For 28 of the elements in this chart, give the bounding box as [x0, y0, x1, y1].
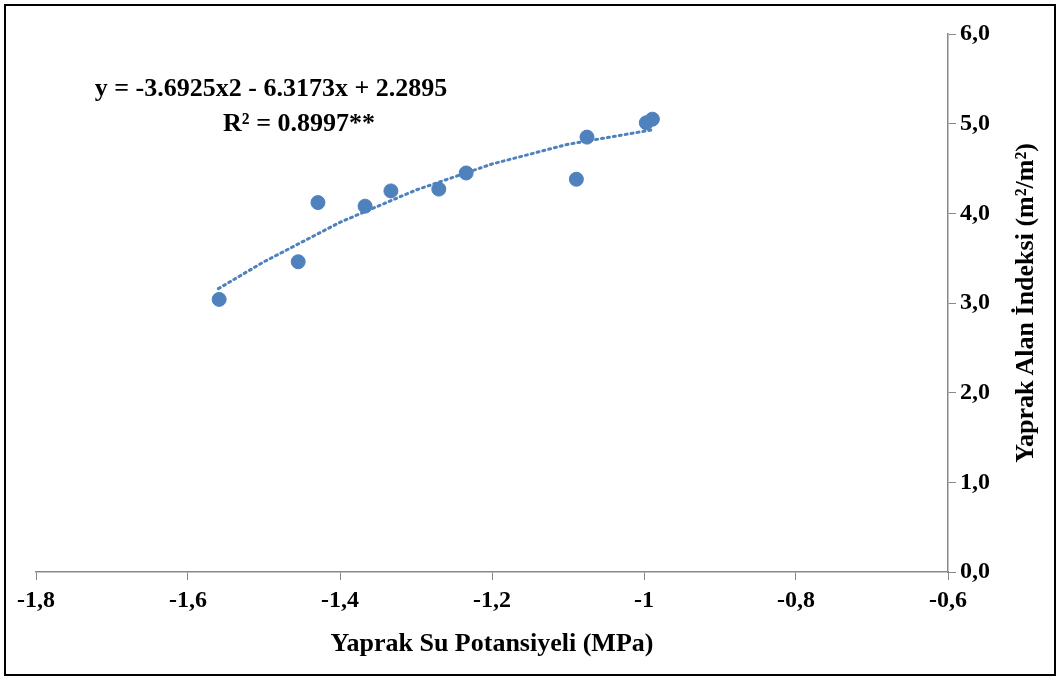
point	[310, 195, 326, 211]
y2-tick-label: 5,0	[960, 108, 990, 135]
x-tick-label: -1	[634, 585, 654, 612]
x-tick-label: -0,6	[929, 585, 967, 612]
point	[458, 165, 474, 181]
x-tick-label: -1,4	[321, 585, 359, 612]
point	[568, 171, 584, 187]
point	[579, 129, 595, 145]
y2-tick-label: 1,0	[960, 467, 990, 494]
x-tick-label: -1,6	[169, 585, 207, 612]
y2-axis-title: Yaprak Alan İndeksi (m²/m²)	[1009, 143, 1039, 463]
point	[290, 254, 306, 270]
y2-tick-label: 3,0	[960, 288, 990, 315]
point	[383, 183, 399, 199]
point	[211, 291, 227, 307]
point	[431, 181, 447, 197]
annotation: y = -3.6925x2 - 6.3173x + 2.2895	[94, 72, 448, 102]
y2-tick-label: 4,0	[960, 198, 990, 225]
x-tick-label: -1,8	[17, 585, 55, 612]
x-axis-title: Yaprak Su Potansiyeli (MPa)	[330, 628, 654, 658]
point	[357, 198, 373, 214]
y2-tick-label: 6,0	[960, 19, 990, 46]
y2-tick-label: 0,0	[960, 557, 990, 584]
point	[644, 111, 660, 127]
y2-tick-label: 2,0	[960, 377, 990, 404]
annotation: R² = 0.8997**	[223, 107, 375, 137]
x-tick-label: -0,8	[777, 585, 815, 612]
x-tick-label: -1,2	[473, 585, 511, 612]
